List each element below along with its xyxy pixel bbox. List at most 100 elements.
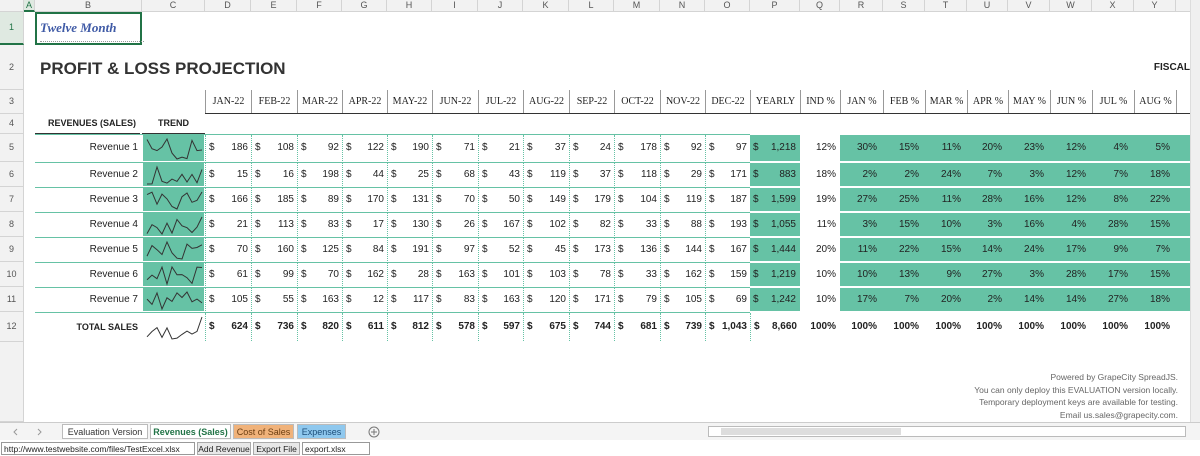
sheet-tab[interactable]: Cost of Sales (233, 424, 294, 439)
amount: 744 (594, 321, 611, 332)
currency-symbol: $ (573, 293, 579, 305)
money-cell: $61 (205, 263, 251, 286)
amount: 104 (640, 193, 657, 205)
money-cell: $167 (705, 238, 750, 261)
month-pct: 15% (925, 238, 967, 261)
sheet-tab[interactable]: Evaluation Version (62, 424, 148, 439)
amount: 611 (367, 321, 384, 332)
currency-symbol: $ (255, 218, 261, 230)
money-cell: $1,242 (750, 288, 800, 311)
amount: 21 (236, 218, 248, 230)
vertical-scrollbar[interactable] (1190, 0, 1200, 422)
pct-header: MAY % (1008, 90, 1050, 113)
pct-header: APR % (967, 90, 1008, 113)
currency-symbol: $ (391, 218, 397, 230)
currency-symbol: $ (709, 193, 715, 205)
currency-symbol: $ (527, 168, 533, 180)
currency-symbol: $ (255, 243, 261, 255)
sheet-tab[interactable]: Revenues (Sales) (150, 424, 231, 439)
column-header: G (342, 0, 387, 12)
add-sheet[interactable] (368, 426, 380, 438)
amount: 103 (549, 268, 566, 280)
amount: 675 (549, 321, 566, 332)
money-cell: $68 (432, 163, 478, 186)
row-border (35, 187, 750, 188)
tab-nav[interactable] (8, 427, 48, 437)
currency-symbol: $ (527, 193, 533, 205)
amount: 50 (508, 193, 520, 205)
amount: 812 (412, 321, 429, 332)
month-header: JUN-22 (432, 90, 478, 113)
currency-symbol: $ (482, 321, 488, 332)
sheet-tab[interactable]: Expenses (297, 424, 346, 439)
currency-symbol: $ (436, 142, 442, 153)
currency-symbol: $ (573, 218, 579, 230)
currency-symbol: $ (709, 243, 715, 255)
amount: 70 (236, 243, 248, 255)
currency-symbol: $ (573, 321, 579, 332)
month-pct: 12% (1050, 135, 1092, 161)
money-cell: $163 (478, 288, 523, 311)
currency-symbol: $ (664, 268, 670, 280)
amount: 144 (685, 243, 702, 255)
title-cell: Twelve Month (40, 14, 144, 42)
horizontal-scrollbar[interactable] (708, 426, 1186, 437)
row-label: Revenue 6 (89, 268, 138, 280)
amount: 159 (730, 268, 747, 280)
amount: 1,055 (770, 218, 796, 230)
column-header: N (660, 0, 705, 12)
currency-symbol: $ (527, 268, 533, 280)
sparkline-path (146, 240, 203, 260)
sparkline-path (146, 137, 203, 160)
month-pct: 3% (967, 213, 1008, 236)
amount: 102 (549, 218, 566, 230)
amount: 820 (322, 321, 339, 332)
amount: 15 (236, 168, 248, 180)
amount: 1,444 (770, 243, 796, 255)
export-input[interactable]: export.xlsx (302, 442, 370, 455)
currency-symbol: $ (436, 168, 442, 180)
column-header: M (614, 0, 660, 12)
currency-symbol: $ (753, 193, 759, 205)
month-pct: 27% (1092, 288, 1134, 311)
money-cell: $89 (297, 188, 342, 211)
amount: 8,660 (771, 321, 797, 332)
ind-pct: 20% (815, 243, 836, 255)
money-cell: $163 (432, 263, 478, 286)
row-label: Revenue 7 (89, 293, 138, 305)
column-header: T (925, 0, 967, 12)
money-cell: $739 (660, 313, 705, 341)
button[interactable]: Add Revenue (197, 442, 251, 455)
currency-symbol: $ (709, 168, 715, 180)
evaluation-notice: Email us.sales@grapecity.com. (1059, 409, 1178, 420)
money-cell: $131 (387, 188, 432, 211)
row-header: 1 (0, 12, 24, 45)
currency-symbol: $ (573, 168, 579, 180)
amount: 1,218 (770, 142, 796, 153)
url-input[interactable]: http://www.testwebsite.com/files/TestExc… (1, 442, 195, 455)
money-cell: $166 (205, 188, 251, 211)
amount: 186 (231, 142, 248, 153)
amount: 131 (412, 193, 429, 205)
currency-symbol: $ (527, 293, 533, 305)
currency-symbol: $ (209, 193, 215, 205)
amount: 170 (367, 193, 384, 205)
month-header: APR-22 (342, 90, 387, 113)
amount: 70 (327, 268, 339, 280)
currency-symbol: $ (573, 193, 579, 205)
money-cell: $55 (251, 288, 297, 311)
currency-symbol: $ (618, 243, 624, 255)
month-pct: 10% (1176, 263, 1190, 286)
month-pct: 20% (967, 135, 1008, 161)
month-header: JUL-22 (478, 90, 523, 113)
money-cell: $162 (660, 263, 705, 286)
ind-pct: 10% (815, 268, 836, 280)
month-pct: 11% (925, 188, 967, 211)
button[interactable]: Export File (253, 442, 300, 455)
amount: 33 (645, 218, 657, 230)
month-pct: 9% (1092, 238, 1134, 261)
row-header (0, 342, 24, 422)
money-cell: $70 (432, 188, 478, 211)
currency-symbol: $ (255, 142, 261, 153)
